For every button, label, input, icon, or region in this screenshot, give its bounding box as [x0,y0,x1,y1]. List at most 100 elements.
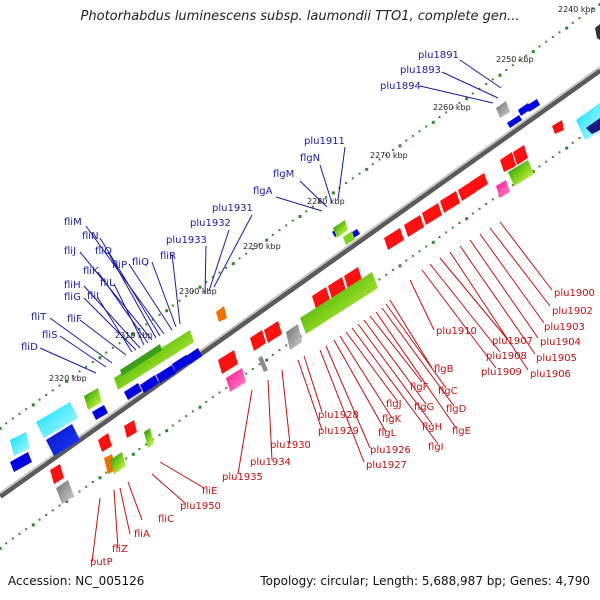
tick-mark [205,401,208,403]
gene-arrow [124,383,142,400]
gene-label: plu1932 [190,218,231,229]
gene-arrow [526,99,540,112]
tick-mark [538,45,541,48]
tick-mark [271,233,274,236]
gene-label: fliL [100,278,115,289]
tick-mark [178,299,181,302]
gene-label: plu1929 [318,426,359,437]
tick-mark [185,415,188,418]
tick-mark [258,363,261,366]
gene-label: fliG [64,292,81,303]
summary-text: Topology: circular; Length: 5,688,987 bp… [260,574,590,588]
gene-label: fliI [87,291,99,302]
gene-label: plu1900 [554,288,595,299]
lower-leader-lines [91,221,553,563]
gene-arrow [328,277,346,299]
tick-mark [291,219,294,222]
gene-label: plu1911 [304,136,345,147]
gene-label: fliP [112,260,127,271]
gene-feature [496,101,510,118]
tick-mark [365,167,369,171]
tick-mark [145,443,148,446]
gene-label: plu1909 [481,367,522,378]
gene-feature [110,452,126,474]
tick-mark [571,21,574,24]
tick-mark [591,7,594,10]
outer-tick-track [0,3,600,430]
gene-feature [114,330,194,390]
tick-mark [478,87,481,90]
tick-mark [258,243,261,246]
tick-mark [45,514,48,516]
tick-mark [471,212,474,215]
tick-mark [278,229,281,232]
gene-label: fliK [83,266,99,277]
tick-mark [325,196,328,199]
tick-mark [451,226,454,229]
gene-feature [46,424,80,456]
tick-mark [398,144,402,148]
gene-label: plu1904 [540,337,581,348]
gene-label: plu1893 [400,65,441,76]
gene-feature [144,428,154,448]
gene-feature [595,24,600,40]
tick-mark [351,177,354,180]
tick-mark [465,97,469,101]
tick-mark [578,17,581,20]
gene-label: fliH [64,280,81,291]
gene-label: fliD [21,342,38,353]
tick-mark [558,151,561,154]
tick-mark [178,419,181,422]
gene-label: putP [90,557,113,568]
tick-mark [211,276,214,279]
tick-mark [465,217,469,221]
gene-arrow [458,181,476,201]
accession-text: Accession: NC_005126 [8,574,145,588]
tick-mark [378,158,381,161]
tick-mark [551,36,554,38]
tick-mark [511,184,514,187]
tick-mark [411,254,414,257]
tick-mark [445,231,448,234]
gene-label: plu1927 [366,460,407,471]
tick-mark [385,273,388,276]
gene-label: flgJ [386,399,402,410]
gene-label: flgD [446,404,467,415]
gene-label: flgM [273,169,294,180]
tick-mark [478,207,481,210]
tick-mark [18,532,21,535]
tick-mark [371,163,374,166]
tick-mark [225,386,228,389]
tick-mark [105,351,108,354]
tick-mark [271,353,274,356]
gene-label: flgB [434,364,454,375]
tick-mark [98,476,102,480]
upper-gene-labels: plu1891 plu1893 plu1894 plu1911 flgN flg… [21,50,459,353]
tick-mark [331,191,335,195]
gene-label: plu1933 [166,235,207,246]
gene-arrow [140,375,159,393]
tick-mark [131,332,135,336]
gene-label: fliM [64,217,82,228]
gene-arrow [500,152,516,172]
tick-mark [411,134,414,137]
tick-mark [18,412,21,415]
upper-leader-lines [39,59,502,374]
gene-label: flgN [300,153,320,164]
tick-mark [598,3,600,6]
tick-mark [551,156,554,158]
gene-arrow [218,350,238,374]
gene-arrow [552,120,564,134]
kbp-label: 2270 kbp [370,151,408,160]
tick-mark [251,368,254,370]
tick-mark [78,490,81,493]
gene-arrow [404,215,424,237]
gene-label: fliC [158,514,174,525]
gene-label: flgG [414,402,434,413]
gene-feature [10,432,30,456]
tick-mark [218,271,221,274]
tick-mark [398,264,402,268]
gene-feature [36,402,78,438]
tick-mark [225,266,228,269]
